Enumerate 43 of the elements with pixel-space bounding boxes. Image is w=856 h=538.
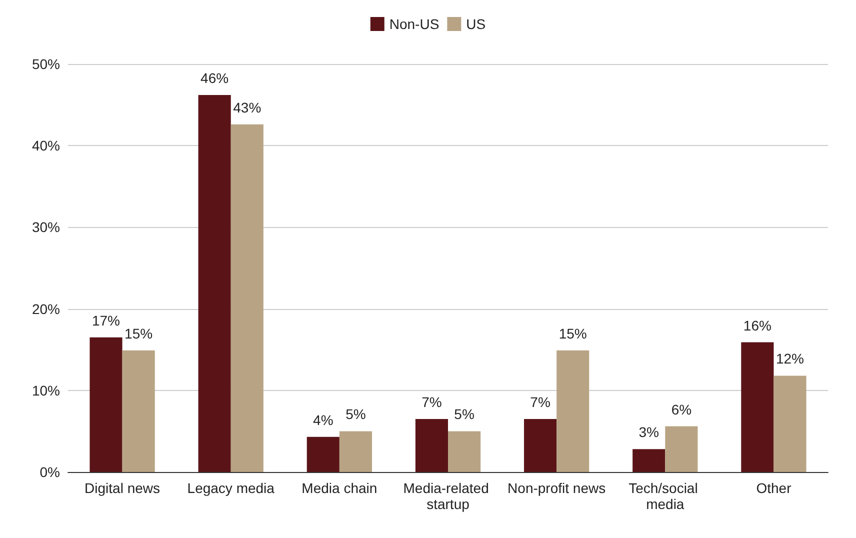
bar xyxy=(122,350,155,472)
data-label: 17% xyxy=(92,312,120,328)
x-tick-label: Media chain xyxy=(302,480,378,496)
data-label: 16% xyxy=(743,317,772,334)
bar xyxy=(448,431,481,472)
bar xyxy=(665,426,698,472)
y-tick-label: 30% xyxy=(32,219,60,236)
y-tick-label: 50% xyxy=(32,56,60,72)
bar xyxy=(741,342,774,472)
data-label: 5% xyxy=(454,406,474,422)
x-tick-label: Media-related startup xyxy=(403,480,493,512)
y-tick-label: 40% xyxy=(32,138,60,154)
y-tick-label: 10% xyxy=(32,382,60,398)
x-tick-label: Legacy media xyxy=(187,480,275,496)
bar xyxy=(339,431,372,472)
data-label: 12% xyxy=(776,350,804,367)
data-label: 7% xyxy=(422,394,442,410)
bar xyxy=(415,418,448,472)
x-tick-label: Digital news xyxy=(84,480,160,496)
data-label: 5% xyxy=(346,406,366,422)
x-tick-label: Tech/social media xyxy=(628,480,702,512)
x-tick-label: Non-profit news xyxy=(508,480,606,496)
bar xyxy=(556,350,590,472)
y-tick-label: 0% xyxy=(40,464,60,480)
y-tick-label: 20% xyxy=(32,300,60,317)
bar xyxy=(632,449,666,472)
bar xyxy=(774,376,806,472)
data-label: 3% xyxy=(638,424,659,440)
data-label: 7% xyxy=(530,394,550,410)
data-label: 15% xyxy=(124,325,153,342)
bar xyxy=(230,124,264,472)
legend-label: Non-US xyxy=(389,16,440,32)
bar xyxy=(198,95,231,472)
bar xyxy=(306,436,340,472)
legend-label: US xyxy=(466,16,486,32)
data-label: 43% xyxy=(233,99,262,116)
x-tick-label: Other xyxy=(756,480,792,496)
data-label: 6% xyxy=(671,401,692,418)
data-label: 4% xyxy=(313,412,334,428)
data-label: 46% xyxy=(200,70,229,86)
bar xyxy=(524,418,557,472)
data-label: 15% xyxy=(558,325,587,342)
bar xyxy=(90,337,122,472)
